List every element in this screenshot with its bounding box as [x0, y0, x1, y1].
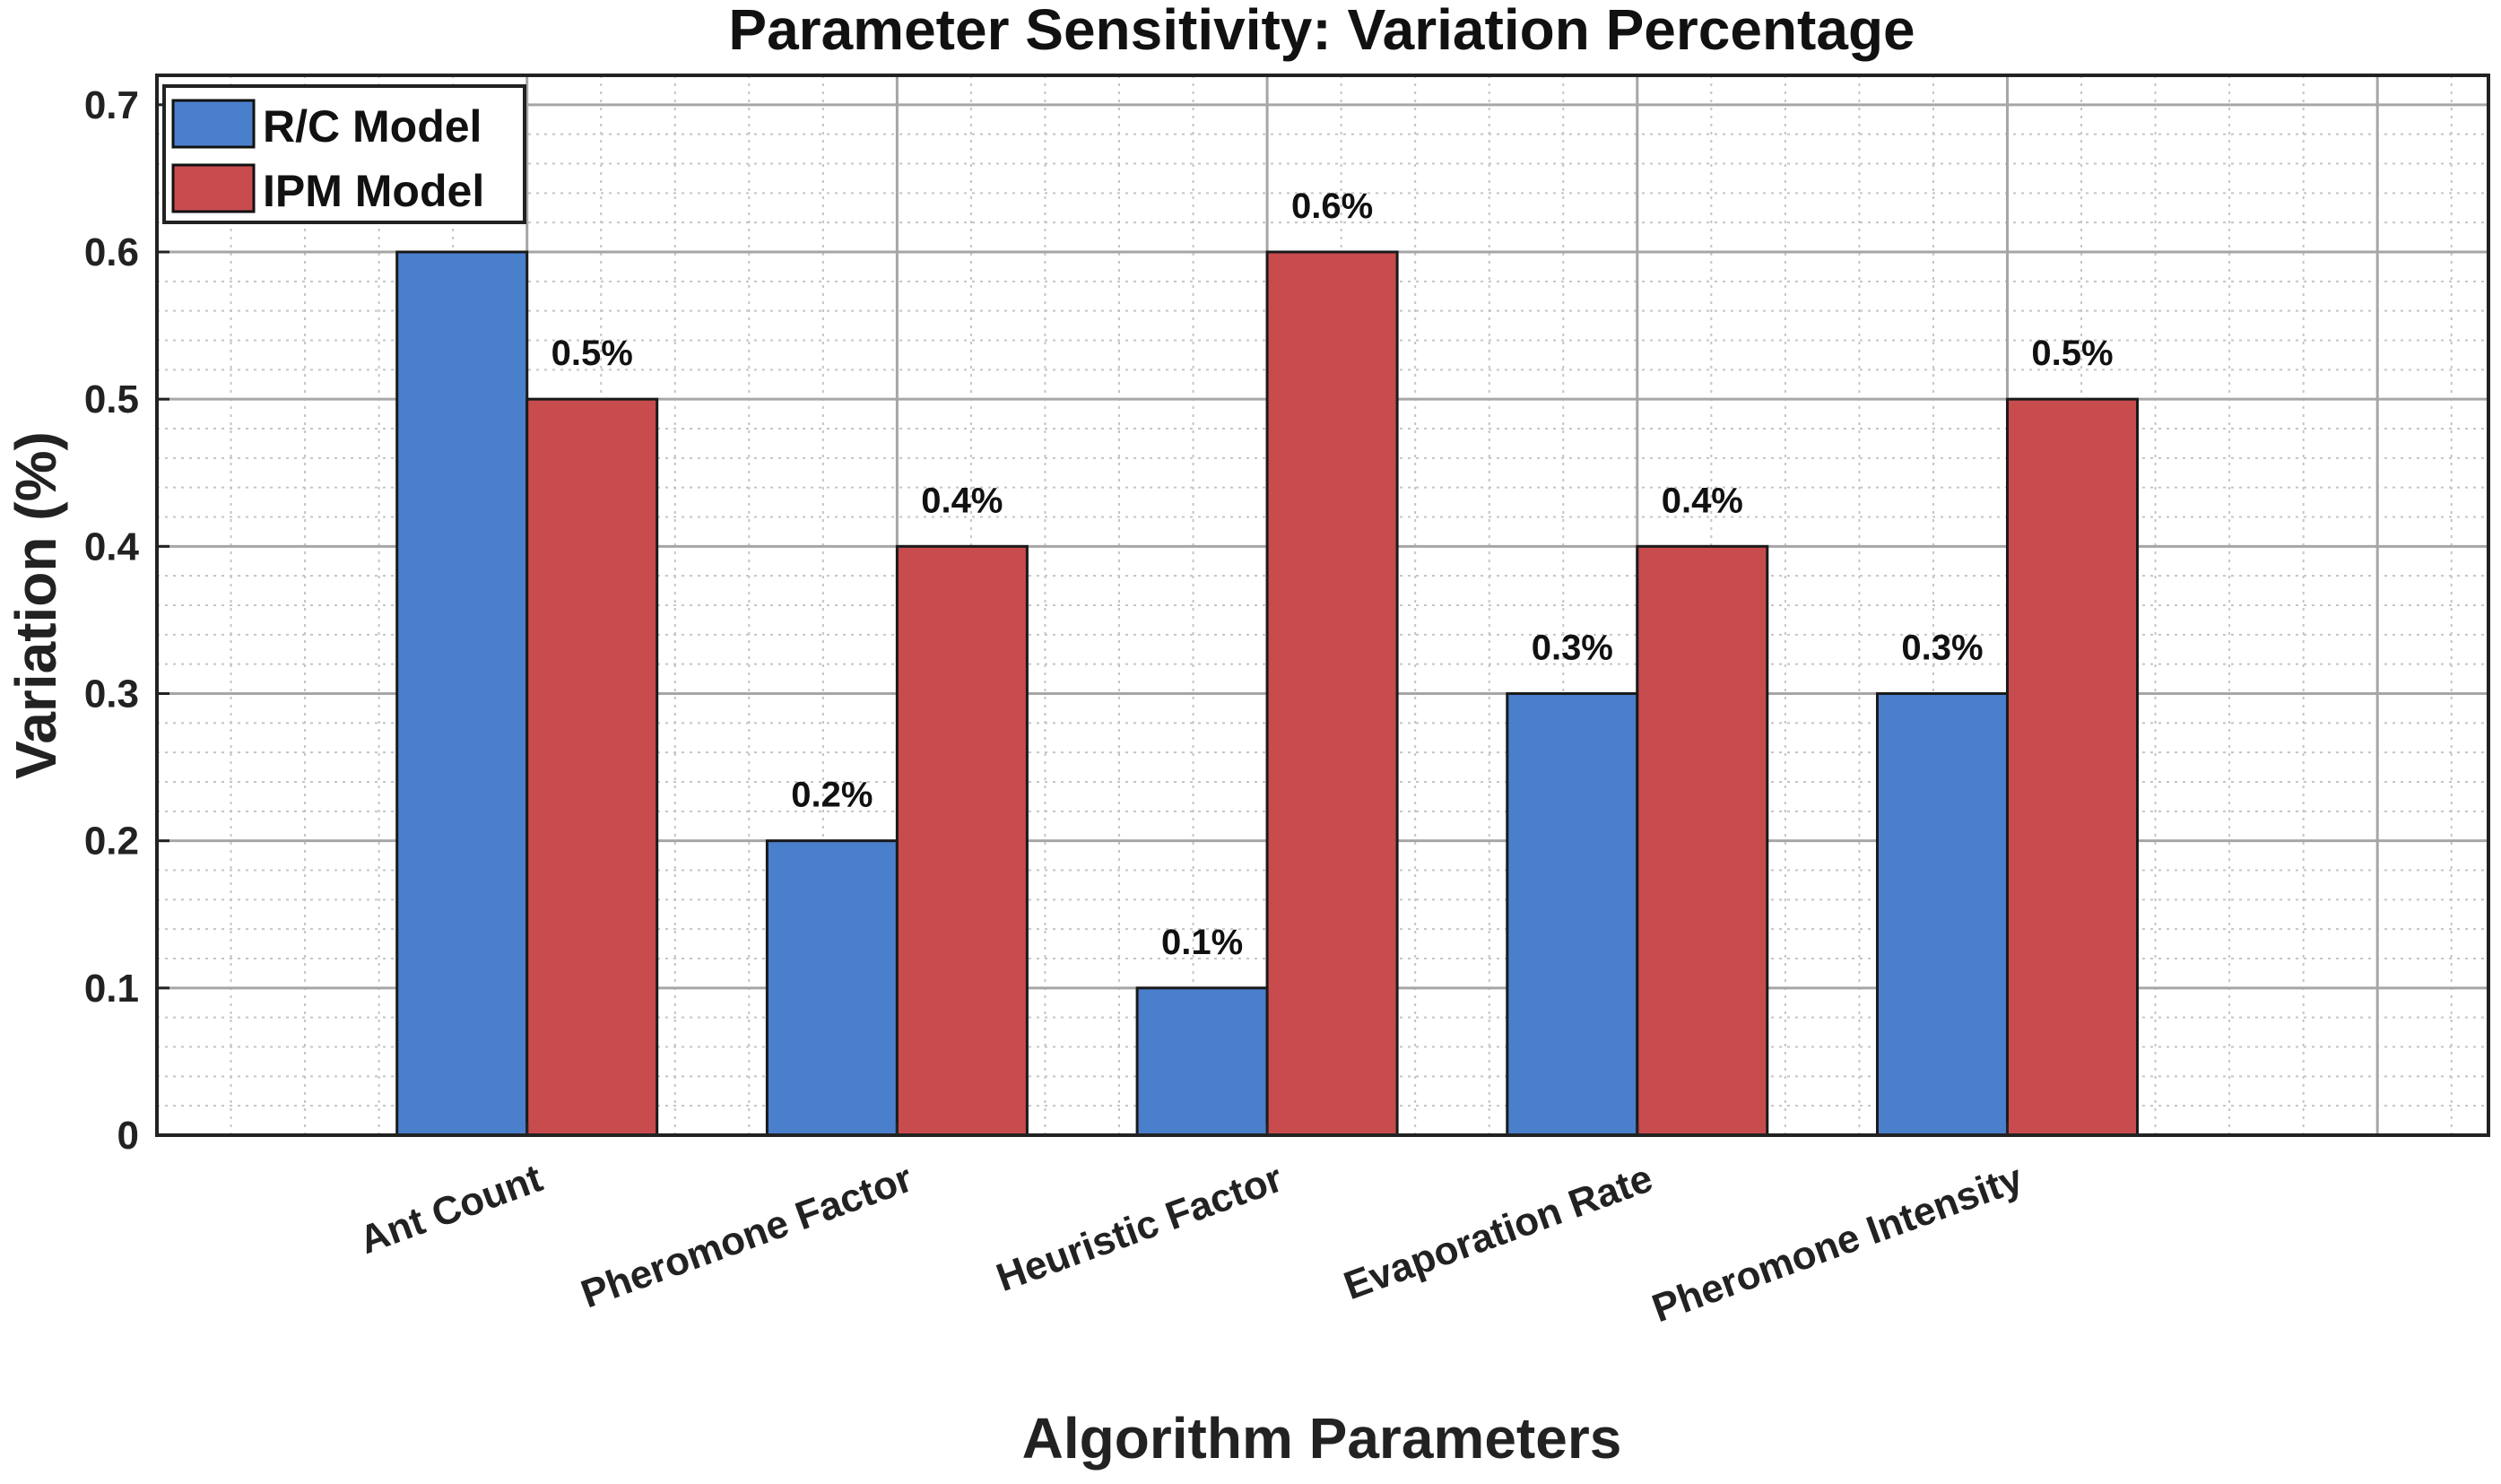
y-tick-label: 0.7 — [84, 83, 139, 127]
y-tick-label: 0.5 — [84, 378, 139, 421]
y-tick-label: 0 — [117, 1114, 139, 1158]
data-label-ipm-3: 0.6% — [1291, 187, 1373, 226]
legend-label-ipm-model: IPM Model — [263, 166, 484, 216]
data-label-ipm-1: 0.5% — [551, 334, 633, 373]
data-label-rc-2: 0.2% — [791, 776, 873, 815]
bar-rc-2 — [765, 839, 899, 1137]
legend-swatch-ipm-model — [171, 163, 256, 213]
data-label-ipm-5: 0.5% — [2031, 334, 2113, 373]
bar-ipm-4 — [1636, 544, 1769, 1137]
bar-rc-5 — [1875, 692, 2009, 1137]
bar-rc-4 — [1506, 692, 1639, 1137]
y-axis-ticks: 0 0.1 0.2 0.3 0.4 0.5 0.6 0.7 — [84, 83, 169, 1158]
chart-title: Parameter Sensitivity: Variation Percent… — [728, 0, 1915, 62]
data-label-rc-3: 0.1% — [1161, 923, 1243, 962]
bar-ipm-2 — [895, 544, 1029, 1137]
bars — [395, 250, 2139, 1137]
bar-ipm-1 — [525, 397, 659, 1137]
y-tick-label: 0.1 — [84, 967, 139, 1011]
plot-frame — [155, 74, 2490, 1137]
y-tick-label: 0.2 — [84, 820, 139, 863]
y-tick-label: 0.3 — [84, 673, 139, 716]
y-tick-label: 0.4 — [84, 525, 140, 568]
bar-ipm-5 — [2005, 397, 2139, 1137]
legend-label-rc-model: R/C Model — [263, 101, 482, 152]
data-label-ipm-2: 0.4% — [921, 481, 1003, 520]
legend: R/C Model IPM Model — [162, 84, 526, 224]
bar-rc-3 — [1135, 986, 1269, 1137]
y-tick-label: 0.6 — [84, 230, 139, 274]
bar-ipm-3 — [1265, 250, 1399, 1137]
y-axis-label: Variation (%) — [4, 431, 68, 779]
bar-rc-1 — [395, 250, 529, 1137]
x-axis-label: Algorithm Parameters — [1022, 1406, 1622, 1471]
data-label-ipm-4: 0.4% — [1662, 481, 1743, 520]
data-label-rc-4: 0.3% — [1532, 629, 1613, 668]
data-label-rc-5: 0.3% — [1901, 629, 1983, 668]
legend-swatch-rc-model — [171, 99, 256, 149]
